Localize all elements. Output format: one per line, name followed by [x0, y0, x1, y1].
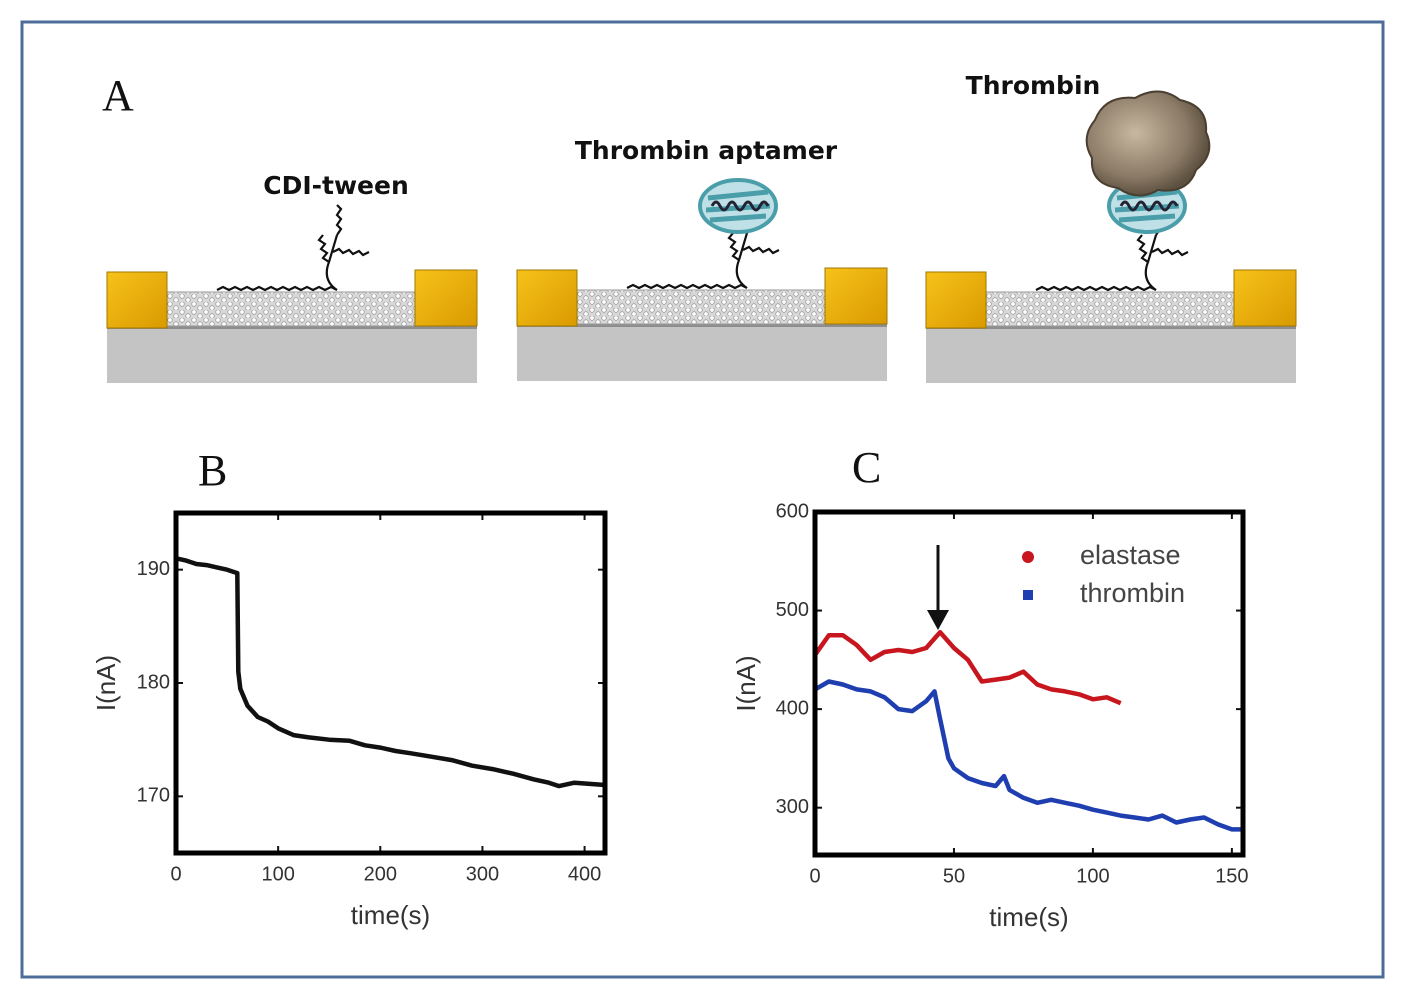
x-tick-label: 400 [568, 863, 601, 885]
y-tick-label: 190 [137, 558, 170, 580]
plot-frame [812, 509, 1246, 858]
diagram-label: Thrombin [966, 71, 1101, 100]
data-line [813, 629, 1122, 706]
x-axis-label: time(s) [989, 902, 1068, 932]
data-line [175, 556, 606, 789]
legend-label: elastase [1080, 540, 1181, 570]
x-tick-label: 0 [170, 863, 181, 885]
y-tick-label: 300 [776, 796, 809, 818]
data-line [813, 679, 1243, 832]
y-tick-label: 170 [137, 785, 170, 807]
thrombin-protein [1085, 90, 1211, 197]
y-tick-label: 500 [776, 599, 809, 621]
aptamer [700, 180, 776, 232]
x-tick-label: 200 [364, 863, 397, 885]
y-tick-label: 400 [776, 697, 809, 719]
legend-label: thrombin [1080, 578, 1185, 608]
x-tick-label: 300 [466, 863, 499, 885]
diagram-label: Thrombin aptamer [575, 136, 838, 165]
device [105, 203, 479, 385]
frame [20, 20, 1385, 979]
plot-frame [173, 510, 608, 856]
x-axis-label: time(s) [351, 900, 430, 930]
x-tick-label: 50 [943, 865, 965, 887]
x-tick-label: 0 [809, 865, 820, 887]
y-tick-label: 600 [776, 500, 809, 522]
x-tick-label: 100 [261, 863, 294, 885]
x-tick-label: 150 [1215, 865, 1248, 887]
y-axis-label: I(nA) [731, 655, 761, 711]
legend-marker [1023, 590, 1033, 600]
y-axis-label: I(nA) [91, 655, 121, 711]
panel-label: B [198, 446, 227, 495]
y-tick-label: 180 [137, 671, 170, 693]
device [515, 201, 889, 383]
device [924, 203, 1298, 385]
panel-label: C [852, 443, 881, 492]
arrow-head [927, 610, 949, 630]
legend-marker [1022, 551, 1034, 563]
diagram-label: CDI-tween [263, 171, 409, 200]
panel-label: A [102, 71, 134, 120]
x-tick-label: 100 [1076, 865, 1109, 887]
